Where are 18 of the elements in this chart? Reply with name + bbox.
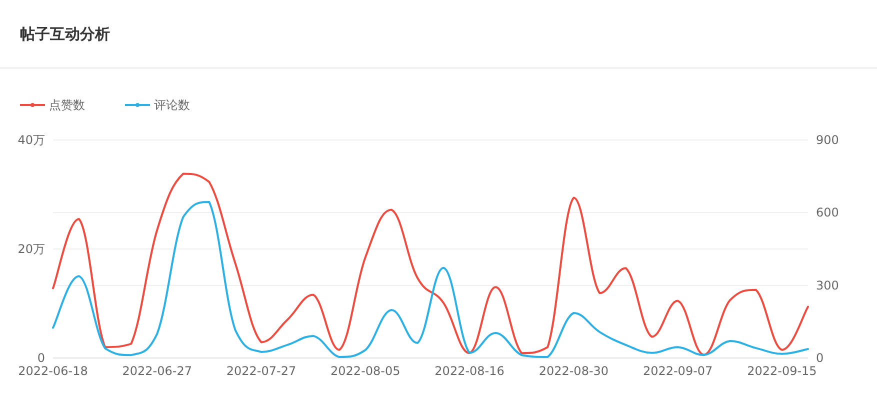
x-tick-label: 2022-06-18 [18,364,88,378]
x-tick-label: 2022-09-07 [642,364,713,378]
x-tick-label: 2022-08-05 [330,364,400,378]
x-tick-label: 2022-07-27 [226,364,296,378]
y-tick-label: 0 [37,351,45,365]
x-tick-label: 2022-08-30 [538,364,609,378]
x-tick-label: 2022-08-16 [434,364,504,378]
legend-label: 点赞数 [49,98,85,112]
y2-tick-label: 300 [816,278,839,292]
y-tick-label: 20万 [18,242,45,256]
y2-tick-label: 0 [816,351,824,365]
chart-title: 帖子互动分析 [20,25,110,43]
y-tick-label: 40万 [18,133,45,147]
legend-label: 评论数 [154,98,190,112]
y2-tick-label: 900 [816,133,839,147]
x-tick-label: 2022-06-27 [122,364,192,378]
x-tick-label: 2022-09-15 [747,364,817,378]
y2-tick-label: 600 [816,206,839,220]
